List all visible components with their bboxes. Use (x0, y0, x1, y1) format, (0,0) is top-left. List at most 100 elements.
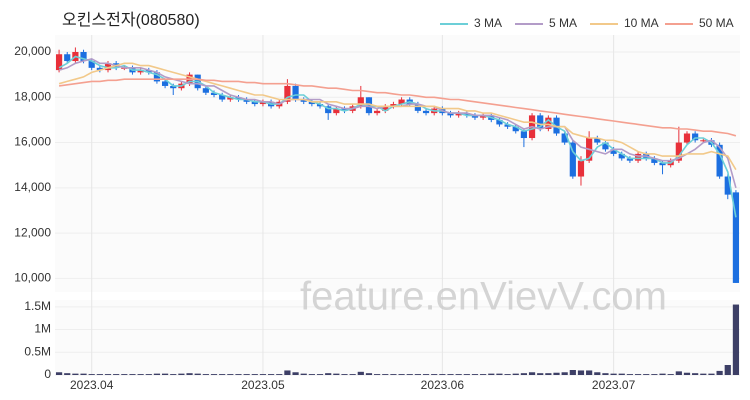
candle-body (577, 160, 585, 177)
volume-bar (235, 374, 242, 375)
volume-bar (618, 373, 625, 375)
volume-bar (675, 371, 682, 375)
candle-body (480, 115, 487, 118)
volume-bar (422, 374, 430, 375)
candle-body (463, 113, 470, 116)
candle-body (259, 101, 267, 105)
volume-bar (586, 370, 593, 375)
volume-bar (732, 304, 740, 375)
volume-bar (447, 374, 454, 375)
candle-body (210, 92, 218, 96)
volume-bar (64, 373, 71, 375)
candle-body (594, 138, 601, 143)
volume-bar (414, 374, 421, 375)
volume-bar (659, 373, 666, 375)
volume-bar (341, 374, 348, 375)
volume-bar (137, 374, 144, 375)
volume-bar (80, 373, 87, 375)
candle-body (390, 104, 397, 107)
candle-body (602, 142, 609, 150)
volume-bar (96, 374, 103, 375)
volume-tick-label: 0 (44, 367, 51, 381)
candle-body (170, 85, 177, 89)
candle-body (202, 88, 209, 93)
candle-body (700, 140, 707, 142)
volume-tick-label: 0.5M (24, 344, 51, 358)
y-tick-label: 14,000 (14, 180, 51, 194)
volume-bar (504, 374, 511, 375)
volume-bar (113, 374, 120, 375)
candle-body (553, 117, 560, 134)
volume-bar (537, 373, 544, 375)
candle-body (80, 51, 87, 62)
y-tick-label: 16,000 (14, 135, 51, 149)
volume-bar (488, 373, 495, 375)
candle-body (251, 101, 258, 105)
volume-bar (577, 370, 585, 375)
candle-body (651, 158, 658, 163)
volume-bar (292, 372, 299, 375)
candle-body (414, 104, 421, 111)
x-tick-label: 2023.05 (241, 378, 285, 392)
volume-bar (431, 374, 438, 375)
volume-bar (210, 374, 218, 375)
candle-body (545, 117, 552, 129)
candle-body (308, 101, 315, 105)
candle-body (341, 108, 348, 111)
volume-bar (88, 374, 95, 375)
candle-body (104, 63, 112, 71)
volume-bar (643, 374, 650, 375)
volume-bar (602, 373, 609, 375)
volume-bar (569, 370, 576, 375)
candle-body (292, 85, 299, 100)
volume-bar (308, 374, 315, 375)
chart-title: 오킨스전자(080580) (62, 11, 200, 29)
volume-bar (480, 374, 487, 375)
legend-label: 5 MA (549, 16, 577, 30)
volume-bar (439, 374, 446, 375)
candle-body (88, 61, 95, 68)
volume-bar (692, 373, 699, 375)
y-tick-label: 18,000 (14, 89, 51, 103)
x-tick-label: 2023.07 (592, 378, 636, 392)
candle-body (692, 133, 699, 141)
volume-bar (512, 373, 519, 375)
volume-bar (382, 374, 389, 375)
x-tick-label: 2023.04 (70, 378, 114, 392)
candle-body (300, 99, 307, 102)
candle-body (422, 110, 430, 114)
volume-bar (251, 374, 258, 375)
candle-body (569, 142, 576, 177)
volume-bar (72, 373, 79, 375)
candle-body (284, 85, 291, 102)
volume-bar (121, 374, 128, 375)
candle-body (455, 113, 462, 116)
candle-body (137, 70, 144, 73)
volume-bar (300, 373, 307, 375)
volume-bar (390, 374, 397, 375)
volume-bar (316, 374, 324, 375)
candle-body (161, 81, 169, 86)
volume-bar (406, 374, 413, 375)
volume-bar (349, 374, 356, 375)
candle-body (732, 192, 740, 283)
watermark: feature.enVievV.com (300, 275, 667, 319)
candle-body (235, 97, 242, 100)
volume-bar (667, 374, 674, 375)
volume-bar (276, 374, 283, 375)
volume-tick-label: 1M (34, 322, 51, 336)
volume-bar (243, 374, 250, 375)
legend-label: 3 MA (474, 16, 502, 30)
candle-body (153, 72, 161, 82)
volume-bar (55, 372, 63, 375)
volume-bar (634, 374, 642, 375)
volume-bar (365, 373, 373, 375)
legend-label: 50 MA (699, 16, 734, 30)
volume-bar (259, 374, 267, 375)
volume-bar (716, 370, 723, 375)
candle-body (504, 124, 511, 127)
candle-body (626, 158, 634, 161)
candle-body (618, 153, 625, 159)
ma-line (58, 62, 737, 171)
